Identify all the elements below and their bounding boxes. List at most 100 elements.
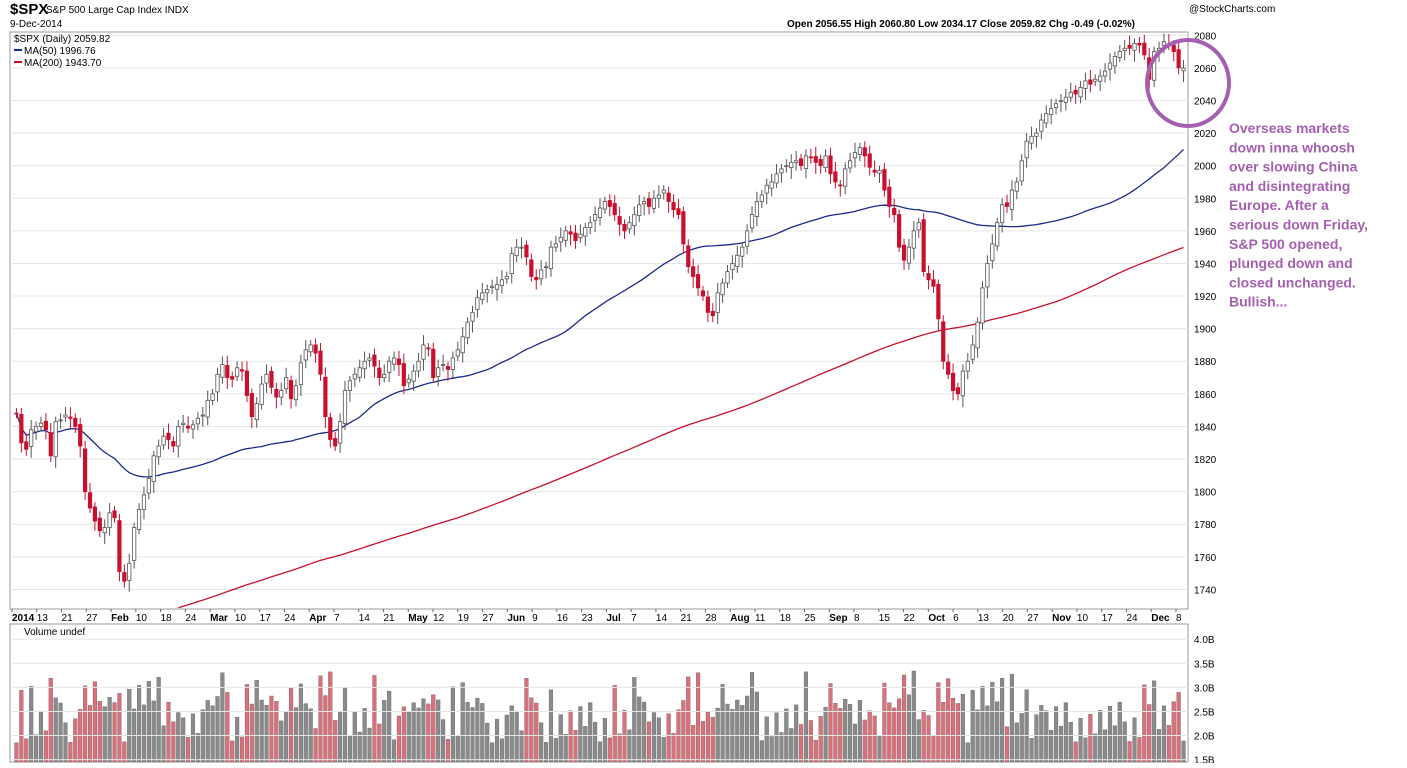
x-tick-label: 9 xyxy=(532,613,538,624)
volume-bar xyxy=(38,710,44,763)
volume-bar xyxy=(1137,737,1142,763)
candle xyxy=(19,407,24,453)
volume-bar xyxy=(29,686,34,763)
volume-label: Volume undef xyxy=(24,627,85,638)
candle xyxy=(602,196,608,214)
x-tick-label: 27 xyxy=(86,613,98,624)
volume-bar xyxy=(1049,730,1054,763)
candle xyxy=(720,278,725,303)
candle xyxy=(1102,62,1108,83)
candle xyxy=(622,219,627,240)
candle xyxy=(181,415,186,433)
candle xyxy=(838,179,843,197)
candle xyxy=(249,388,254,429)
annotation-line: and disintegrating xyxy=(1229,178,1350,194)
volume-bar xyxy=(338,711,343,763)
candle xyxy=(293,379,299,407)
volume-bar xyxy=(342,687,348,763)
volume-bar xyxy=(696,672,701,763)
candle xyxy=(475,289,480,318)
volume-bar xyxy=(357,731,362,763)
annotation-line: down inna whoosh xyxy=(1229,139,1355,155)
volume-bar xyxy=(141,704,146,763)
volume-bar xyxy=(627,729,632,763)
candle xyxy=(436,359,441,387)
volume-bar xyxy=(289,687,294,763)
candle xyxy=(1000,198,1005,233)
volume-bar xyxy=(656,717,661,763)
candle xyxy=(298,354,303,397)
volume-bar xyxy=(843,698,848,763)
candle xyxy=(431,342,436,383)
candle xyxy=(798,153,804,171)
volume-bar xyxy=(646,721,652,763)
volume-bar xyxy=(906,694,911,763)
volume-bar xyxy=(102,706,107,763)
volume-bar xyxy=(323,695,328,763)
volume-bar xyxy=(671,733,676,763)
candle xyxy=(357,359,362,383)
candle xyxy=(24,433,29,456)
volume-bar xyxy=(931,734,936,763)
candle xyxy=(440,354,446,372)
y-tick-label: 1840 xyxy=(1194,422,1217,433)
x-tick-label: 24 xyxy=(1126,613,1138,624)
volume-bar xyxy=(1093,733,1098,763)
volume-bar xyxy=(1024,689,1029,763)
candle xyxy=(63,406,68,422)
candle xyxy=(1029,126,1034,150)
volume-bar xyxy=(235,717,240,763)
volume-bar xyxy=(387,690,392,763)
candle xyxy=(362,351,367,379)
y-tick-label: 1780 xyxy=(1194,520,1217,531)
candle xyxy=(946,354,951,380)
legend-ma50: MA(50) 1996.76 xyxy=(24,46,96,57)
candle xyxy=(877,165,882,183)
candle xyxy=(789,154,794,180)
volume-bar xyxy=(1171,701,1176,763)
candle xyxy=(132,522,137,569)
candle xyxy=(391,351,397,371)
candle xyxy=(205,390,210,426)
y-tick-label: 1820 xyxy=(1194,455,1217,466)
candle xyxy=(1107,53,1113,81)
x-tick-label: 21 xyxy=(62,613,74,624)
candle xyxy=(637,194,642,223)
volume-bar xyxy=(926,715,931,763)
candle xyxy=(14,408,19,419)
x-tick-label: 14 xyxy=(359,613,371,624)
candle xyxy=(102,519,107,545)
volume-bar xyxy=(848,704,853,763)
x-tick-label: 7 xyxy=(631,613,637,624)
volume-bar xyxy=(1103,729,1108,763)
chart-symbol: $SPX xyxy=(10,1,48,18)
candle xyxy=(632,206,637,236)
candle xyxy=(607,194,612,217)
candle xyxy=(210,388,215,406)
candle xyxy=(323,367,328,429)
candle xyxy=(1176,43,1181,75)
volume-bar xyxy=(622,709,627,763)
volume-bar xyxy=(480,703,485,763)
volume-bar xyxy=(568,710,573,763)
volume-bar xyxy=(171,721,176,763)
y-tick-label: 2040 xyxy=(1194,96,1217,107)
volume-bar xyxy=(63,722,68,763)
volume-bar xyxy=(146,681,151,763)
volume-bar xyxy=(1166,725,1171,763)
candle xyxy=(872,160,877,178)
y-tick-label: 2000 xyxy=(1194,162,1217,173)
candle xyxy=(239,361,245,381)
volume-bar xyxy=(877,735,882,763)
candle xyxy=(975,317,980,358)
candle xyxy=(156,439,161,465)
candle xyxy=(1117,45,1122,63)
x-tick-label: Mar xyxy=(210,613,228,624)
volume-bar xyxy=(558,714,563,763)
candle xyxy=(558,227,563,252)
candle xyxy=(1034,128,1039,148)
candle xyxy=(1083,72,1088,100)
volume-bar xyxy=(19,690,24,763)
candle xyxy=(543,261,549,279)
